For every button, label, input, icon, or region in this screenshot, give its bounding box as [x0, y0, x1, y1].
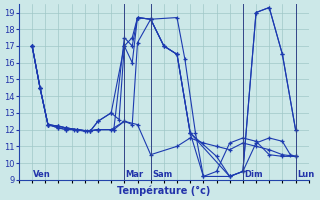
Text: Sam: Sam [152, 170, 172, 179]
Text: Dim: Dim [244, 170, 263, 179]
Text: Mar: Mar [126, 170, 144, 179]
Text: Ven: Ven [34, 170, 51, 179]
X-axis label: Température (°c): Température (°c) [117, 185, 211, 196]
Text: Lun: Lun [297, 170, 314, 179]
